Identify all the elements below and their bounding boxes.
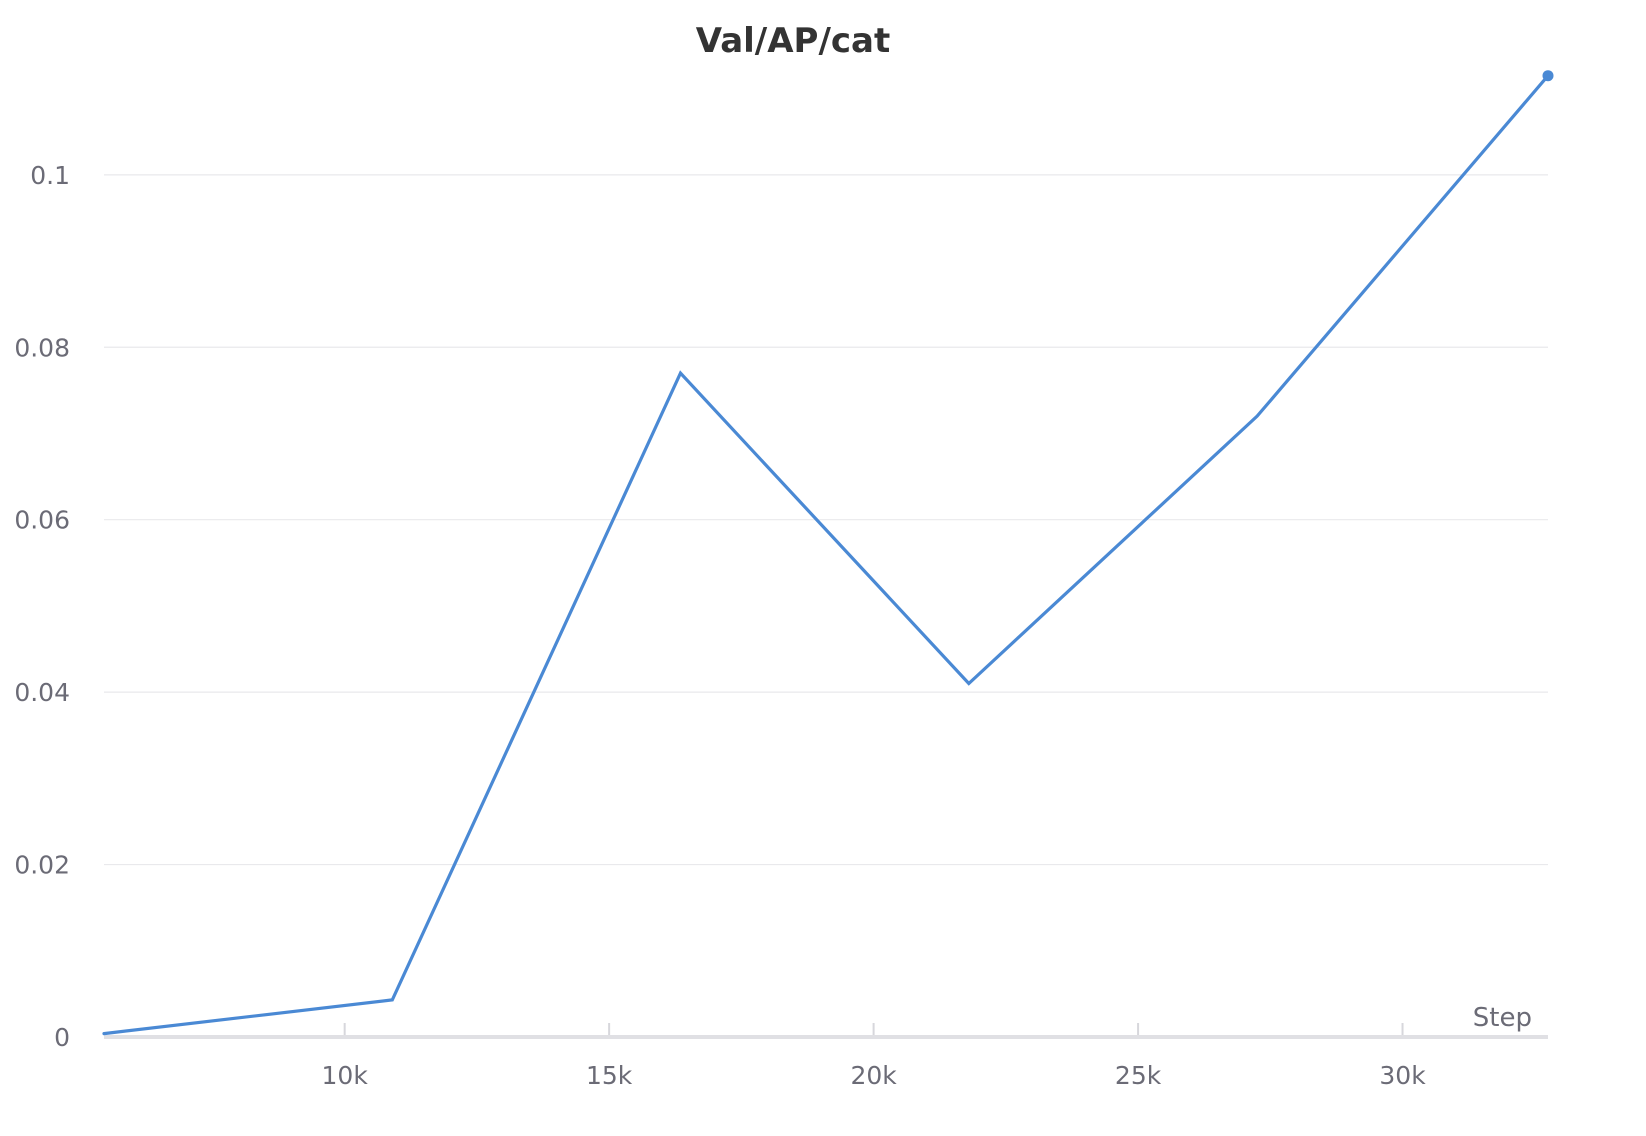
chart-title: Val/AP/cat	[696, 21, 890, 61]
y-tick-label: 0.06	[14, 506, 70, 535]
grid-lines	[104, 174, 1548, 866]
x-axis-label: Step	[1473, 1003, 1532, 1033]
x-axis-ticks: 10k 15k 20k 25k 30k	[322, 1061, 1427, 1090]
y-tick-label: 0.08	[14, 333, 70, 362]
y-tick-label: 0.1	[30, 161, 70, 190]
x-axis	[104, 1023, 1548, 1039]
y-tick-label: 0.02	[14, 851, 70, 880]
x-tick-label: 10k	[322, 1061, 369, 1090]
x-tick-label: 15k	[586, 1061, 633, 1090]
last-point-marker	[1542, 70, 1554, 82]
y-tick-label: 0.04	[14, 678, 70, 707]
y-tick-label: 0	[54, 1023, 70, 1052]
series-line	[102, 74, 1550, 1036]
x-tick-label: 30k	[1379, 1061, 1426, 1090]
x-tick-label: 20k	[850, 1061, 897, 1090]
y-axis: 0 0.02 0.04 0.06 0.08 0.1	[14, 161, 70, 1052]
x-tick-label: 25k	[1115, 1061, 1162, 1090]
series-group	[102, 70, 1554, 1036]
